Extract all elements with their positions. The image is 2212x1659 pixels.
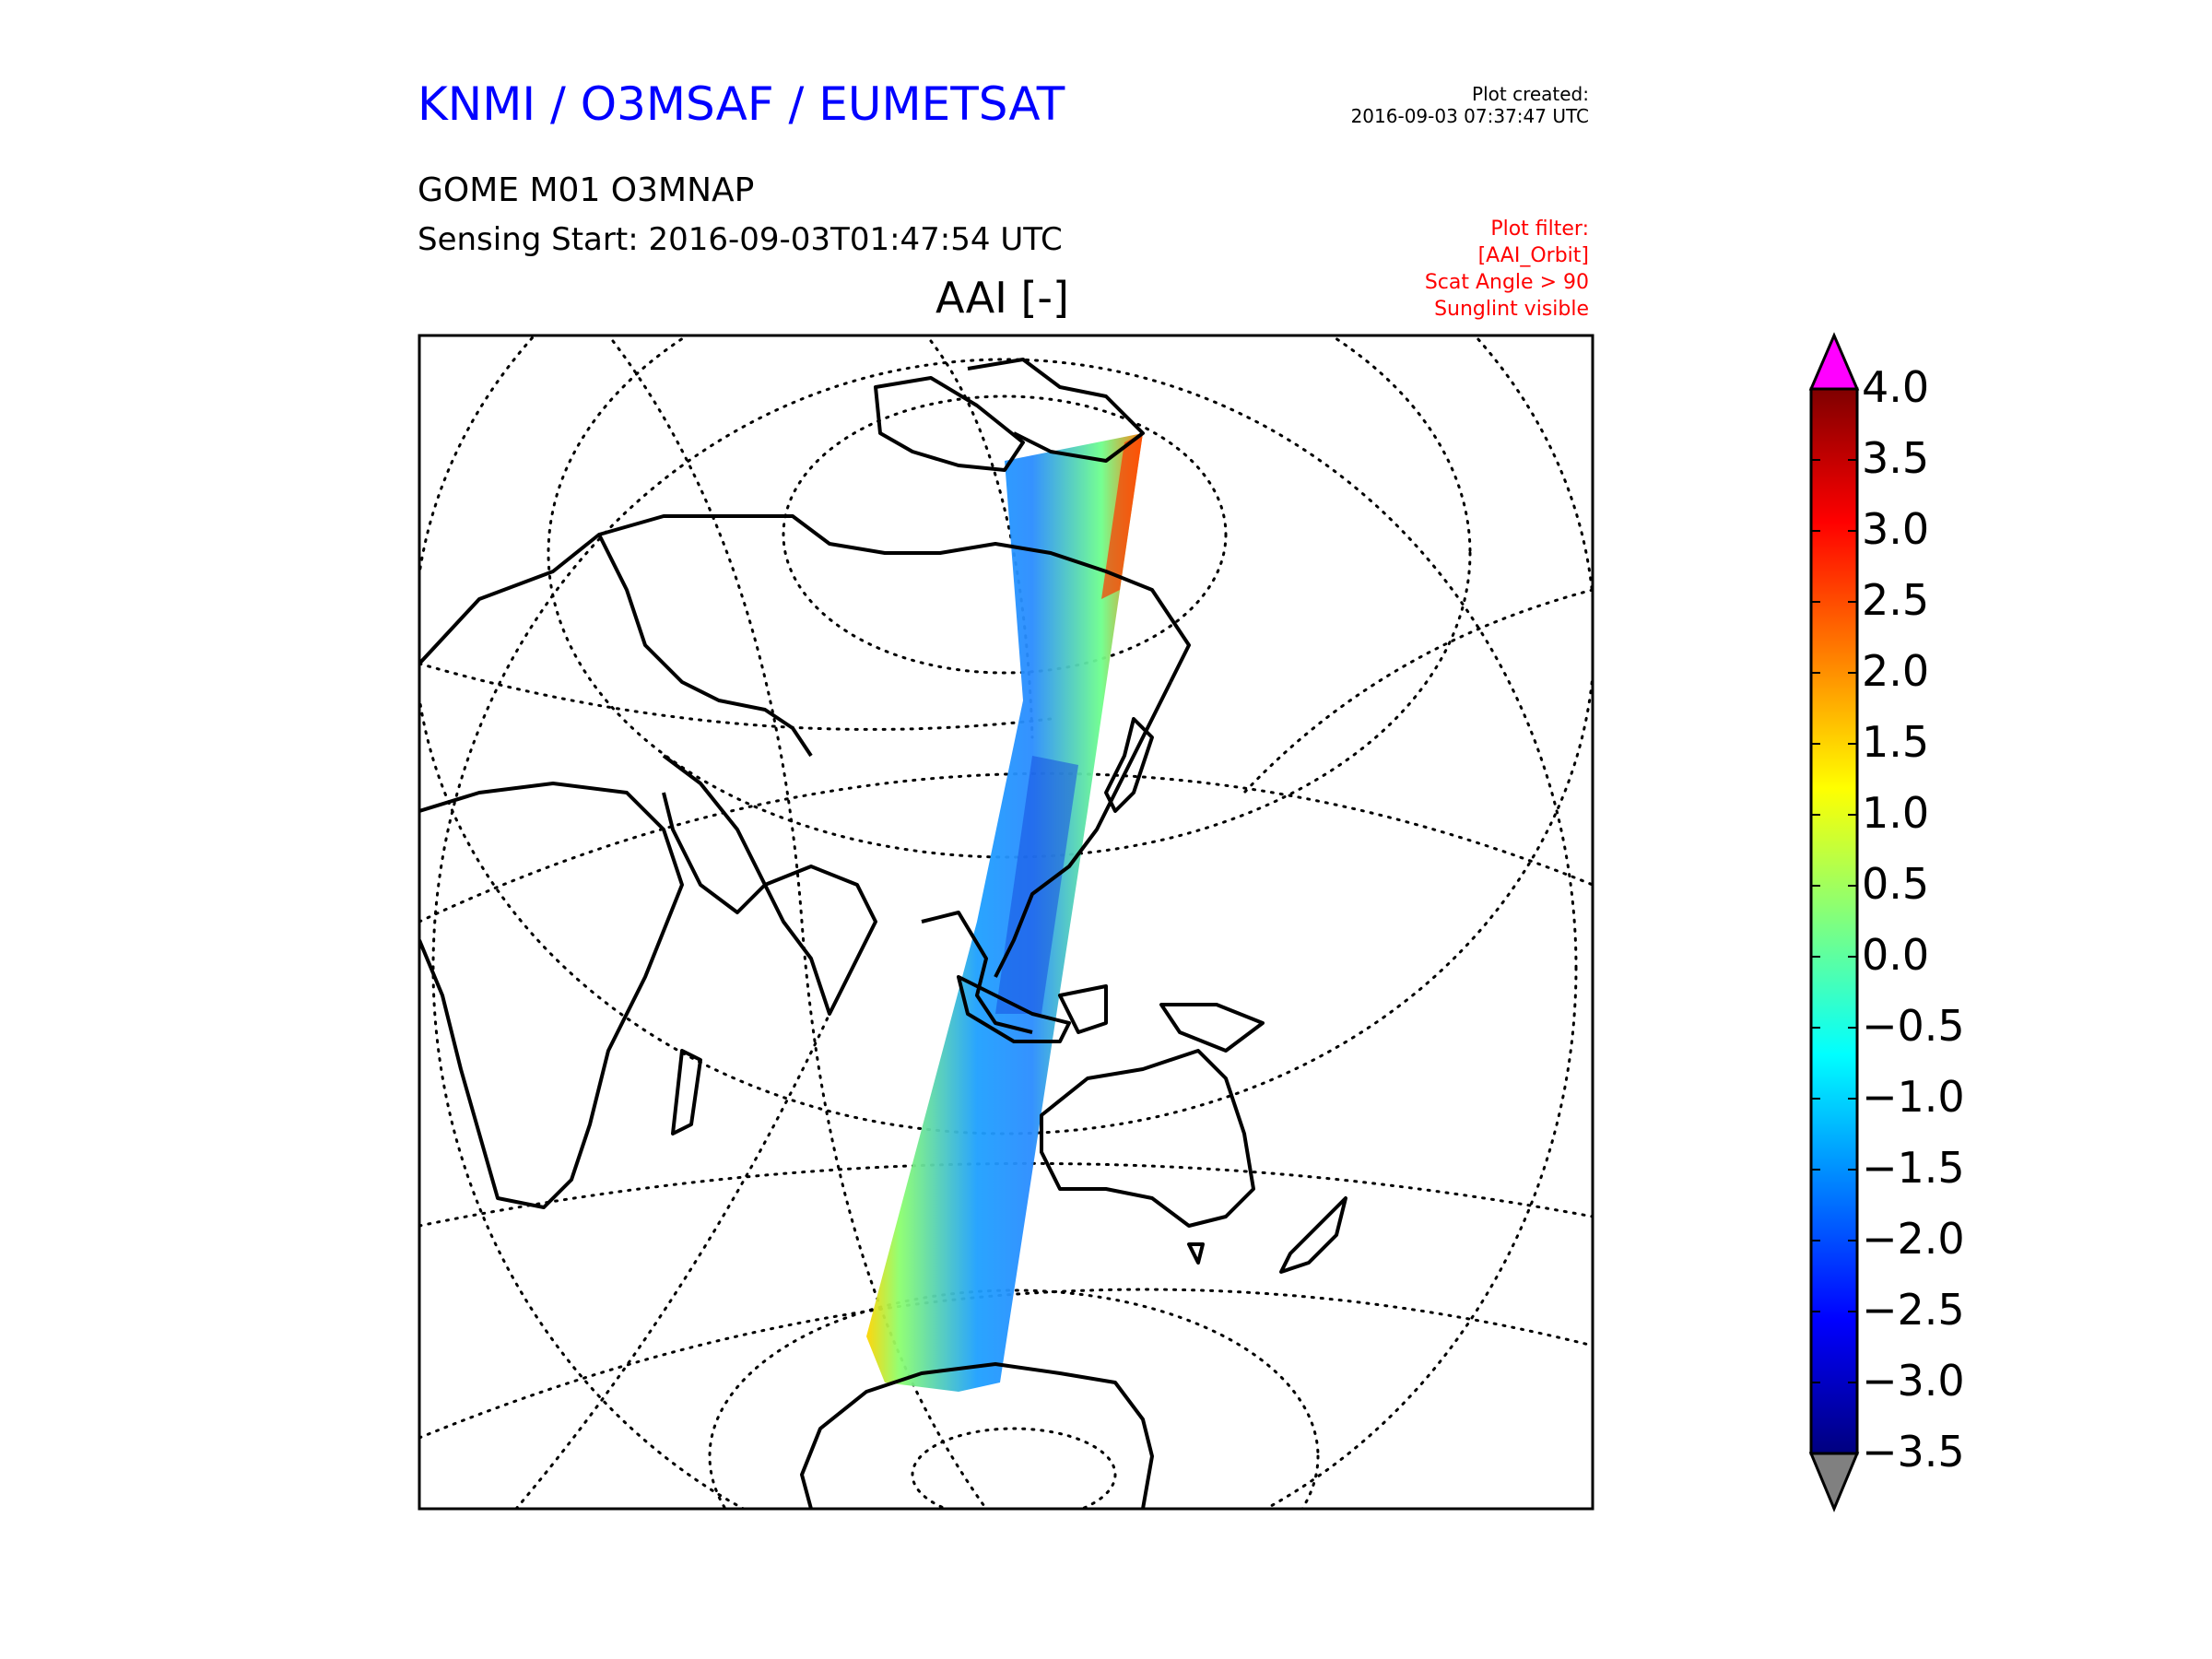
colorbar-tick-label: −2.0 [1862,1214,1965,1264]
aai-swath-dark-core [995,756,1078,1014]
colorbar-tick-label: 4.0 [1862,362,1930,412]
colorbar-tick-label: 3.5 [1862,433,1930,483]
organization-title: KNMI / O3MSAF / EUMETSAT [418,77,1065,131]
colorbar-tick-label: 2.5 [1862,575,1930,625]
colorbar-ticks [1811,388,1857,1454]
map-title: AAI [-] [935,273,1069,323]
colorbar-tick-label: 3.0 [1862,504,1930,554]
created-timestamp: 2016-09-03 07:37:47 UTC [1350,105,1589,127]
colorbar-tick-label: −3.0 [1862,1356,1965,1406]
colorbar-over-triangle [1808,332,1860,391]
aai-swath [866,433,1143,1392]
colorbar-gradient [1809,387,1859,1455]
graticule [419,335,1593,1509]
filter-line: Plot filter: [1490,218,1589,241]
colorbar-tick-label: −0.5 [1862,1001,1965,1051]
product-name: GOME M01 O3MNAP [418,171,755,209]
colorbar-tick-label: −3.5 [1862,1427,1965,1477]
filter-line: [AAI_Orbit] [1477,244,1589,267]
map-frame [418,334,1594,1511]
aai-swath-red-edge [1101,433,1143,599]
colorbar-tick-label: 1.0 [1862,788,1930,838]
plot-created-info: Plot created: 2016-09-03 07:37:47 UTC [1351,83,1589,127]
colorbar-tick-label: 1.5 [1862,717,1930,767]
colorbar-under-triangle [1808,1452,1860,1512]
sensing-start: Sensing Start: 2016-09-03T01:47:54 UTC [418,221,1063,258]
colorbar [1808,332,1860,1512]
colorbar-tick-label: 0.5 [1862,859,1930,909]
plot-filter-info: Plot filter: [AAI_Orbit] Scat Angle > 90… [1425,216,1589,323]
colorbar-tick-label: 0.0 [1862,930,1930,980]
colorbar-tick-label: −1.0 [1862,1072,1965,1122]
filter-line: Sunglint visible [1434,298,1589,321]
coastlines [419,358,1347,1509]
created-label: Plot created: [1472,83,1589,105]
colorbar-tick-label: −1.5 [1862,1143,1965,1193]
colorbar-tick-label: 2.0 [1862,646,1930,696]
filter-line: Scat Angle > 90 [1424,271,1589,294]
colorbar-tick-label: −2.5 [1862,1285,1965,1335]
